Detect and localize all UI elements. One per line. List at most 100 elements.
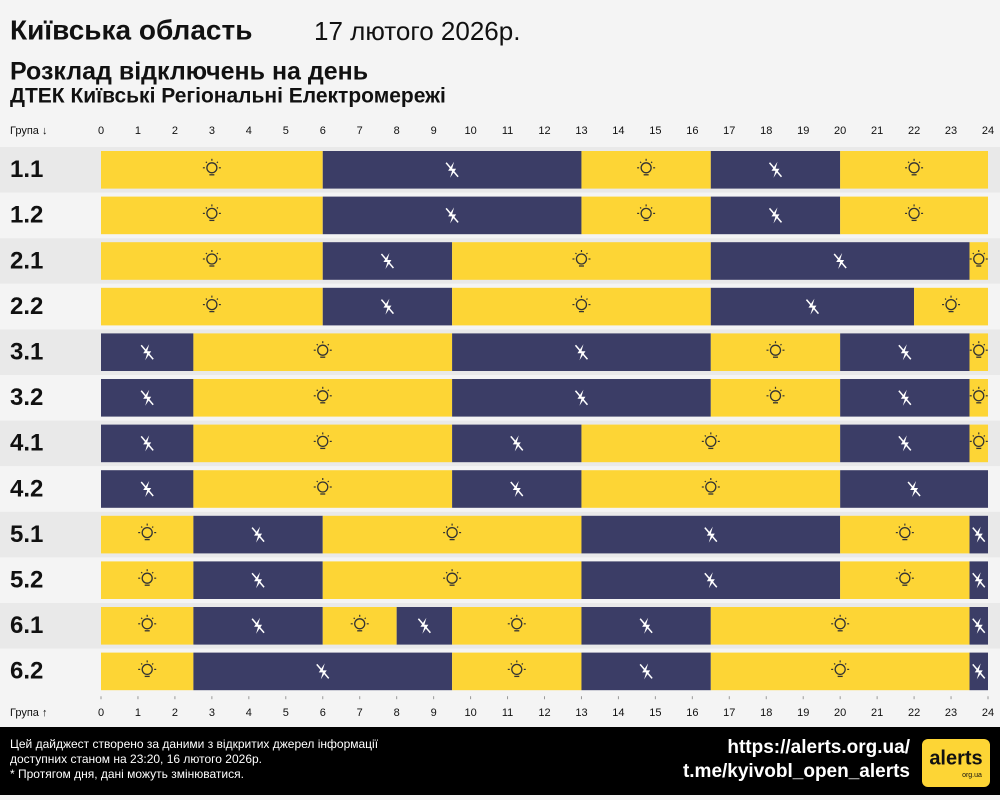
icon-bulb: [898, 571, 901, 574]
x-tick-label: 4: [246, 125, 252, 137]
icon-bulb: [316, 343, 319, 346]
segment-bar: [581, 470, 841, 508]
segment: [101, 424, 194, 463]
segment-bar: [101, 242, 323, 280]
row-label: 6.1: [10, 612, 43, 639]
icon-bulb: [216, 252, 219, 255]
segment: [322, 196, 582, 235]
icon-bolt: [805, 299, 820, 315]
segment-bar: [193, 379, 453, 417]
icon-bulb: [973, 435, 985, 448]
icon-bolt: [898, 390, 912, 406]
segment: [452, 652, 582, 691]
segment: [193, 379, 453, 417]
footer-site[interactable]: https://alerts.org.ua/: [727, 737, 910, 758]
icon-bulb: [575, 298, 577, 301]
segment-bar: [322, 515, 582, 554]
icon-bulb: [586, 298, 588, 301]
segment: [322, 607, 397, 645]
icon-bolt: [251, 572, 265, 588]
icon-bulb: [833, 617, 836, 620]
segment-bar: [101, 151, 323, 189]
segment: [710, 607, 970, 645]
segment: [840, 196, 988, 235]
icon-bulb: [140, 526, 143, 529]
icon-bolt: [972, 572, 986, 588]
icon-bulb: [909, 526, 912, 529]
icon-bulb: [205, 206, 208, 209]
icon-bulb: [899, 526, 911, 539]
segment: [840, 333, 970, 371]
icon-bulb: [844, 662, 847, 665]
segment: [969, 242, 988, 280]
segment: [710, 333, 841, 371]
icon-bulb: [972, 389, 975, 392]
x-tick-label: 21: [871, 125, 883, 137]
x-tick-label: 10: [464, 707, 476, 719]
icon-bolt: [972, 663, 986, 679]
segment: [322, 242, 453, 280]
icon-bolt: [833, 253, 847, 269]
segment: [101, 379, 194, 417]
icon-bolt: [417, 618, 431, 634]
icon-bulb: [446, 526, 458, 539]
icon-bulb: [973, 390, 985, 402]
x-tick-label: 16: [686, 125, 698, 137]
icon-bulb: [327, 389, 330, 392]
icon-bulb: [834, 618, 846, 630]
icon-bulb: [151, 526, 154, 529]
icon-bulb: [510, 617, 513, 620]
icon-bulb: [317, 481, 329, 493]
footer-line: доступних станом на 23:20, 16 лютого 202…: [10, 752, 262, 766]
icon-bolt: [380, 253, 394, 269]
x-tick-label: 1: [135, 707, 141, 719]
x-tick-label: 20: [834, 707, 846, 719]
segment: [581, 470, 841, 508]
segment-bar: [840, 196, 988, 235]
icon-bulb: [972, 434, 975, 437]
segment: [193, 470, 453, 508]
segment: [101, 287, 323, 326]
segment: [452, 607, 582, 645]
chart-date: 17 лютого 2026р.: [314, 16, 520, 46]
row-label: 1.1: [10, 156, 43, 183]
icon-bulb: [206, 162, 218, 174]
x-tick-label: 15: [649, 125, 661, 137]
icon-bulb: [944, 298, 947, 301]
row-label: 5.1: [10, 521, 43, 548]
segment-bar: [581, 151, 711, 189]
icon-bulb: [140, 571, 143, 574]
segment-bar: [452, 287, 711, 326]
icon-bulb: [141, 572, 153, 584]
icon-bulb: [769, 390, 782, 402]
segment-bar: [969, 379, 988, 417]
x-tick-label: 19: [797, 707, 809, 719]
segment: [840, 379, 970, 417]
segment: [840, 470, 988, 508]
icon-bulb: [141, 526, 153, 539]
icon-bulb: [575, 298, 588, 311]
icon-bulb: [586, 252, 588, 255]
x-tick-label: 5: [283, 125, 289, 137]
icon-bolt: [140, 390, 154, 406]
segment: [969, 379, 988, 417]
icon-bulb: [316, 389, 319, 392]
icon-bolt: [898, 344, 912, 360]
icon-bulb: [316, 480, 319, 483]
segment: [581, 561, 841, 599]
footer-telegram[interactable]: t.me/kyivobl_open_alerts: [683, 761, 910, 782]
x-tick-label: 17: [723, 125, 735, 137]
icon-bulb: [511, 663, 523, 676]
x-tick-label: 18: [760, 707, 772, 719]
icon-bulb: [327, 480, 330, 483]
x-tick-label: 13: [575, 125, 587, 137]
icon-bulb: [151, 662, 154, 665]
icon-bulb: [151, 617, 154, 620]
x-tick-label: 22: [908, 125, 920, 137]
segment-bar: [101, 652, 194, 691]
x-tick-label: 9: [431, 125, 437, 137]
icon-bulb: [983, 389, 986, 392]
segment: [452, 470, 582, 508]
x-tick-label: 0: [98, 125, 104, 137]
icon-bulb: [575, 253, 588, 265]
